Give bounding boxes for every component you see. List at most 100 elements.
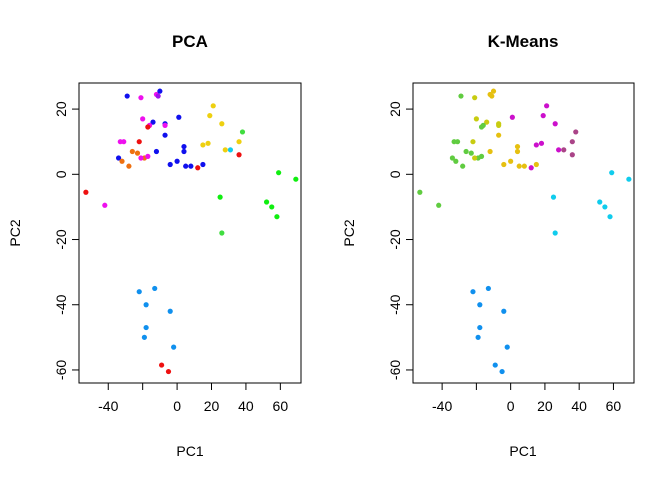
kmeans-data-point [417, 189, 423, 195]
kmeans-data-point [540, 113, 546, 119]
pca-data-point [181, 148, 187, 155]
kmeans-data-point [626, 176, 632, 182]
pca-data-point [136, 289, 142, 295]
kmeans-x-tick-label: 0 [507, 398, 515, 414]
kmeans-x-axis-label: PC1 [509, 443, 536, 459]
pca-data-point [236, 152, 242, 158]
kmeans-data-point [521, 163, 527, 169]
pca-data-point [145, 124, 151, 130]
kmeans-data-point [550, 194, 557, 200]
pca-y-tick-label: -40 [53, 294, 69, 314]
kmeans-x-tick-label: -40 [432, 398, 452, 414]
pca-panel: PCA PC1 PC2 -40 0 20 40 60 -60 -40 -20 0 20 [7, 32, 302, 459]
kmeans-data-point [470, 139, 476, 145]
kmeans-plot-box [412, 82, 635, 384]
kmeans-data-point [556, 147, 562, 153]
pca-x-tick-label: 60 [273, 398, 289, 414]
kmeans-data-point [485, 285, 491, 292]
pca-data-point [219, 121, 225, 127]
pca-data-point [162, 122, 168, 128]
kmeans-data-point [569, 152, 575, 158]
kmeans-y-tick-label: -60 [387, 360, 403, 380]
pca-data-point [83, 189, 89, 195]
kmeans-data-point [561, 147, 567, 153]
pca-x-tick-label: 0 [173, 398, 181, 414]
pca-data-point [138, 155, 144, 161]
kmeans-y-axis-label: PC2 [341, 219, 357, 246]
kmeans-y-tick-label: -20 [387, 229, 403, 249]
pca-data-point [217, 194, 223, 200]
kmeans-panel: K-Means PC1 PC2 -40 0 20 40 60 -60 -40 -20 0 20 [341, 32, 635, 459]
pca-data-point [167, 161, 173, 168]
pca-data-point [236, 139, 242, 145]
kmeans-data-point [609, 170, 615, 176]
pca-data-point [200, 161, 206, 168]
kmeans-data-point [602, 204, 608, 210]
kmeans-data-point [463, 148, 469, 155]
pca-x-axis-label: PC1 [176, 443, 203, 459]
pca-data-point [126, 163, 132, 169]
pca-data-point [239, 129, 246, 135]
pca-data-point [102, 202, 108, 208]
kmeans-data-point [607, 214, 613, 220]
kmeans-data-point [453, 158, 459, 164]
kmeans-data-point [487, 148, 493, 155]
pca-data-point [150, 119, 156, 125]
pca-data-point [176, 114, 182, 120]
pca-data-point [207, 113, 213, 119]
kmeans-x-tick-label: 40 [571, 398, 587, 414]
pca-data-point [121, 139, 127, 145]
kmeans-data-point [472, 95, 478, 101]
pca-data-point [124, 93, 130, 99]
pca-data-point [274, 214, 280, 220]
kmeans-data-point [516, 163, 522, 169]
kmeans-data-point [477, 324, 483, 331]
pca-data-point [134, 150, 141, 156]
kmeans-data-point [573, 129, 579, 135]
pca-data-point [200, 142, 206, 148]
kmeans-data-point [449, 155, 456, 161]
pca-data-point [263, 199, 270, 205]
pca-data-point [222, 147, 228, 153]
kmeans-data-point [490, 88, 497, 94]
kmeans-data-point [569, 139, 575, 145]
kmeans-data-point [460, 163, 466, 169]
kmeans-data-point [484, 119, 490, 125]
pca-title: PCA [172, 32, 208, 51]
pca-y-tick-label: -60 [53, 360, 69, 380]
pca-data-point [115, 155, 122, 161]
pca-data-point [157, 88, 163, 94]
pca-data-point [276, 170, 282, 176]
kmeans-data-point [489, 93, 495, 99]
pca-data-point [162, 132, 168, 138]
pca-x-tick-label: -40 [98, 398, 118, 414]
pca-data-point [119, 158, 125, 164]
kmeans-data-point [472, 155, 478, 161]
kmeans-y-tick-label: 0 [387, 170, 403, 178]
kmeans-data-point [478, 153, 485, 159]
kmeans-title: K-Means [488, 32, 559, 51]
pca-data-point [145, 153, 151, 159]
kmeans-data-point [514, 148, 521, 155]
pca-data-point [174, 158, 180, 164]
pca-y-axis-label: PC2 [7, 219, 23, 246]
pca-data-point [210, 103, 216, 109]
kmeans-y-tick-label: -40 [387, 294, 403, 314]
kmeans-data-point [528, 165, 534, 171]
pca-y-tick-label: 0 [53, 170, 69, 178]
pca-data-point [181, 143, 187, 150]
kmeans-data-point [514, 143, 521, 150]
kmeans-data-point [477, 302, 483, 308]
kmeans-x-tick-label: 60 [606, 398, 622, 414]
pca-data-point [183, 163, 189, 169]
pca-data-point [143, 324, 149, 331]
kmeans-data-point [470, 289, 476, 295]
kmeans-data-point [501, 308, 507, 314]
pca-data-point [129, 148, 135, 155]
kmeans-data-point [458, 93, 464, 99]
kmeans-data-point [533, 161, 539, 168]
kmeans-y-tick-label: 20 [387, 101, 403, 117]
kmeans-data-point [508, 158, 514, 164]
pca-data-point [138, 95, 144, 101]
